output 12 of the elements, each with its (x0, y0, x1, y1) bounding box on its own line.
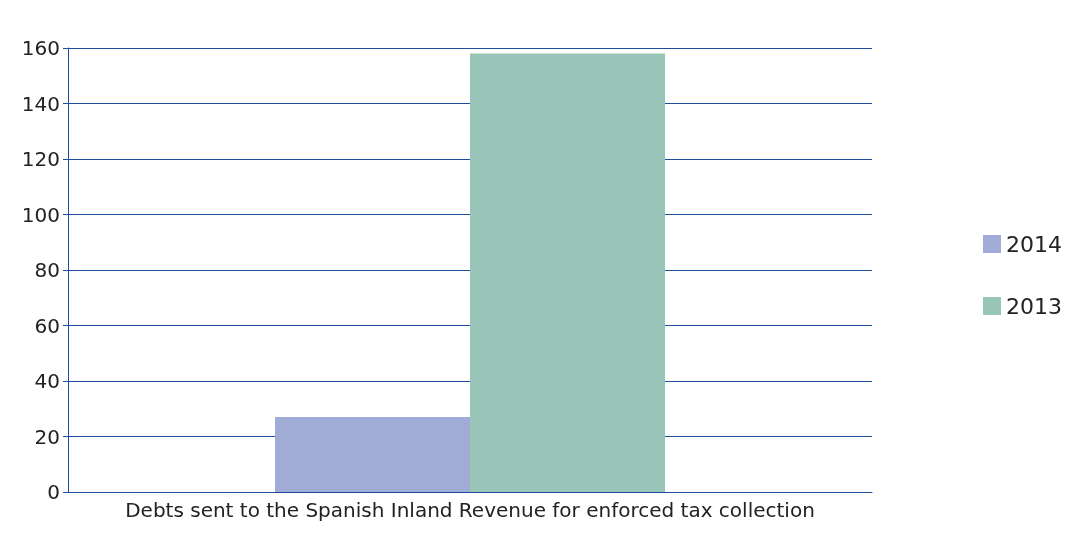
y-tick-label: 140 (21, 91, 60, 116)
y-tick-label: 100 (21, 202, 60, 227)
y-tick-label: 0 (47, 480, 60, 504)
x-tick-label: Debts sent to the Spanish Inland Revenue for enforced tax collection (125, 498, 815, 522)
y-tick-label: 160 (21, 36, 60, 60)
legend-label: 2013 (1006, 293, 1063, 319)
legend-label: 2014 (1006, 231, 1063, 257)
y-tick-label: 60 (34, 313, 60, 338)
y-tick-label: 120 (21, 147, 60, 171)
y-tick-label: 20 (34, 424, 60, 449)
y-tick-label: 80 (34, 258, 60, 282)
y-tick-label: 40 (34, 369, 60, 393)
